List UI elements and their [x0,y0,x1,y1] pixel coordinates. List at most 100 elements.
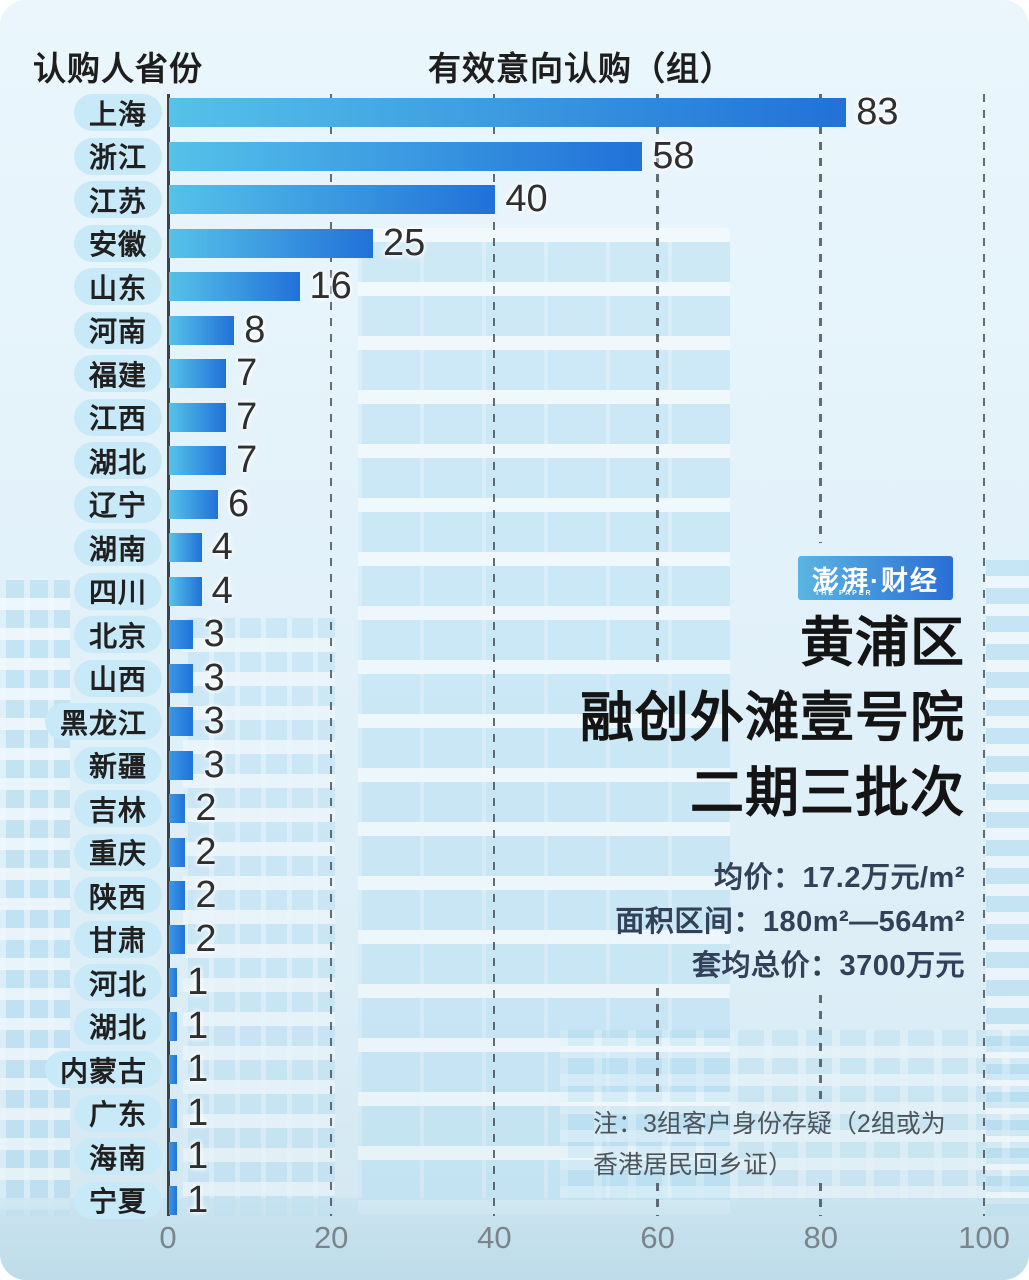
bar-row: 湖北 7 [0,439,1029,487]
value-label: 8 [244,308,266,351]
title-line-district: 黄浦区 [800,613,965,673]
category-label-box: 北京 [0,616,162,653]
bar-row: 湖北 1 [0,1005,1029,1053]
category-pill: 江苏 [73,181,162,218]
category-pill: 重庆 [73,833,162,871]
category-label-box: 湖南 [0,529,162,566]
category-label-box: 宁夏 [0,1181,162,1219]
value-label: 1 [187,1048,209,1090]
category-label-box: 上海 [0,94,162,131]
category-column-header: 认购人省份 [33,50,203,87]
logo-brand-text: 澎湃·财经 [812,565,939,596]
bar [169,750,194,780]
value-label: 4 [211,526,233,568]
category-label-box: 内蒙古 [0,1051,162,1088]
bar-row: 黑龙江 3 [0,700,1029,748]
value-label: 40 [505,178,548,220]
category-label-box: 吉林 [0,790,162,827]
category-label-box: 湖北 [0,1007,162,1045]
bar [169,402,227,432]
bar-row: 广东 1 [0,1092,1029,1140]
value-label: 16 [309,265,352,307]
project-stats: 均价：17.2万元/m² 面积区间：180m²—564m² 套均总价：3700万… [615,856,965,988]
category-pill: 甘肃 [73,920,162,958]
bar-row: 浙江 58 [0,134,1029,183]
bar-row: 安徽 25 [0,222,1029,270]
category-pill: 内蒙古 [44,1051,162,1088]
category-pill: 陕西 [73,877,162,914]
bar-row: 河南 8 [0,308,1029,357]
category-label-box: 陕西 [0,877,162,914]
category-label-box: 安徽 [0,224,162,262]
category-label-box: 辽宁 [0,485,162,523]
bar-row: 江苏 40 [0,178,1029,226]
value-label: 6 [227,482,250,525]
category-pill: 黑龙江 [44,703,162,740]
y-axis-line [166,94,170,1216]
title-line-phase: 二期三批次 [690,763,965,823]
x-tick-label: 0 [159,1220,177,1255]
bar [169,1142,178,1171]
category-label-box: 山西 [0,659,162,697]
value-label: 3 [203,743,225,786]
bar-row: 吉林 2 [0,787,1029,835]
category-label-box: 新疆 [0,746,162,784]
bar-row: 辽宁 6 [0,482,1029,531]
bar [169,1098,178,1128]
bar [169,576,202,606]
bar-row: 重庆 2 [0,831,1029,879]
category-label-box: 浙江 [0,137,162,175]
category-pill: 吉林 [73,790,162,827]
value-column-header: 有效意向认购（组） [428,50,734,87]
x-tick-label: 40 [477,1220,512,1255]
category-label-box: 山东 [0,268,162,305]
x-tick-label: 80 [803,1220,839,1255]
bar [169,489,218,519]
bar [169,1055,178,1084]
bar-row: 河北 1 [0,961,1029,1009]
gridline-x60 [656,1183,659,1216]
category-label-box: 湖北 [0,442,162,479]
category-pill: 辽宁 [73,485,162,523]
category-pill: 广东 [73,1094,162,1132]
category-pill: 福建 [73,355,162,392]
category-label-box: 海南 [0,1138,162,1175]
bar-row: 新疆 3 [0,743,1029,792]
value-label: 58 [652,134,695,177]
category-label-box: 广东 [0,1094,162,1132]
category-label-box: 重庆 [0,833,162,871]
bar [169,315,235,345]
bar [169,881,186,910]
category-pill: 上海 [73,94,162,131]
category-pill: 山东 [73,268,162,305]
category-pill: 山西 [73,659,162,697]
value-label: 1 [187,1178,209,1221]
stat-average-price: 均价：17.2万元/m² [714,862,965,894]
project-title: 黄浦区 融创外滩壹号院 二期三批次 [580,606,965,831]
value-label: 83 [856,91,899,133]
gridline-x80 [819,995,822,1100]
bar-row: 甘肃 2 [0,917,1029,966]
bar-row: 四川 4 [0,570,1029,618]
category-pill: 河南 [73,311,162,349]
bar-row: 海南 1 [0,1135,1029,1183]
category-pill: 安徽 [73,224,162,262]
value-label: 3 [203,700,225,742]
value-label: 3 [203,656,225,699]
category-pill: 北京 [73,616,162,653]
category-label-box: 福建 [0,355,162,392]
bar [169,272,300,301]
bar-row: 湖南 4 [0,526,1029,574]
bar [169,837,186,867]
value-label: 2 [195,917,217,960]
bar [169,359,227,388]
gridline-x20 [329,94,333,1216]
bar [169,1185,178,1215]
value-label: 2 [195,787,217,829]
category-label-box: 四川 [0,572,162,610]
bar [169,446,227,475]
category-label-box: 江苏 [0,181,162,218]
category-pill: 浙江 [73,137,162,175]
